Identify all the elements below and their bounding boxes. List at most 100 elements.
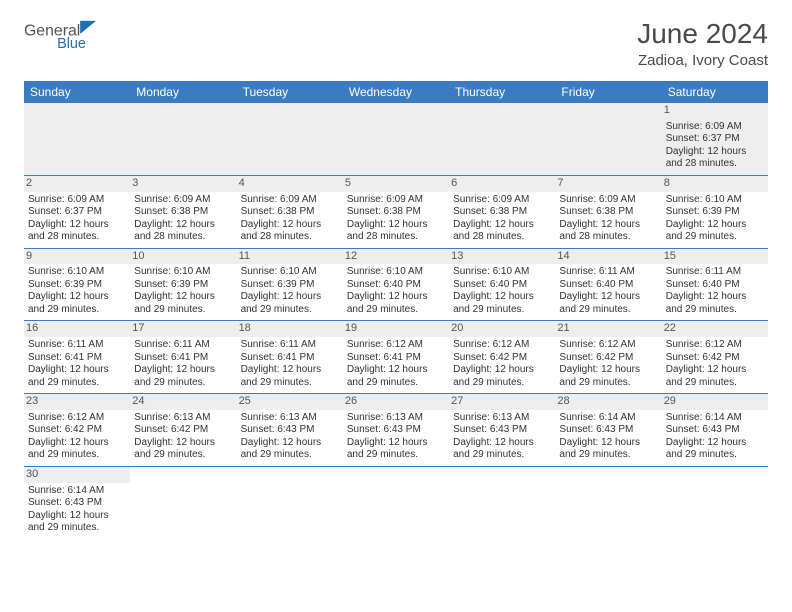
day-sunset: Sunset: 6:43 PM: [666, 424, 764, 437]
calendar-day-cell: [343, 466, 449, 538]
calendar-week-row: 2Sunrise: 6:09 AMSunset: 6:37 PMDaylight…: [24, 175, 768, 248]
calendar-day-cell: [555, 103, 661, 175]
day-daylight2: and 29 minutes.: [347, 304, 445, 317]
day-daylight1: Daylight: 12 hours: [28, 291, 126, 304]
day-sunset: Sunset: 6:42 PM: [559, 352, 657, 365]
day-daylight1: Daylight: 12 hours: [666, 146, 764, 159]
calendar-day-cell: 8Sunrise: 6:10 AMSunset: 6:39 PMDaylight…: [662, 175, 768, 248]
day-sunset: Sunset: 6:42 PM: [453, 352, 551, 365]
calendar-day-cell: 13Sunrise: 6:10 AMSunset: 6:40 PMDayligh…: [449, 248, 555, 321]
day-daylight1: Daylight: 12 hours: [453, 437, 551, 450]
day-number: 1: [662, 103, 768, 119]
day-sunrise: Sunrise: 6:09 AM: [666, 121, 764, 134]
day-number: 15: [662, 249, 768, 265]
calendar-day-cell: 4Sunrise: 6:09 AMSunset: 6:38 PMDaylight…: [237, 175, 343, 248]
day-daylight2: and 29 minutes.: [453, 449, 551, 462]
day-daylight1: Daylight: 12 hours: [241, 291, 339, 304]
day-sunset: Sunset: 6:43 PM: [28, 497, 126, 510]
day-daylight2: and 29 minutes.: [28, 377, 126, 390]
calendar-day-cell: 22Sunrise: 6:12 AMSunset: 6:42 PMDayligh…: [662, 321, 768, 394]
day-number: 23: [24, 394, 130, 410]
day-sunrise: Sunrise: 6:12 AM: [559, 339, 657, 352]
calendar-week-row: 1Sunrise: 6:09 AMSunset: 6:37 PMDaylight…: [24, 103, 768, 175]
day-daylight1: Daylight: 12 hours: [28, 437, 126, 450]
day-daylight2: and 29 minutes.: [134, 304, 232, 317]
day-daylight2: and 28 minutes.: [28, 231, 126, 244]
day-number: 7: [555, 176, 661, 192]
day-daylight1: Daylight: 12 hours: [666, 291, 764, 304]
day-number: 14: [555, 249, 661, 265]
weekday-header: Wednesday: [343, 81, 449, 103]
calendar-day-cell: 30Sunrise: 6:14 AMSunset: 6:43 PMDayligh…: [24, 466, 130, 538]
day-number: 20: [449, 321, 555, 337]
calendar-week-row: 23Sunrise: 6:12 AMSunset: 6:42 PMDayligh…: [24, 394, 768, 467]
calendar-day-cell: [343, 103, 449, 175]
day-daylight2: and 28 minutes.: [559, 231, 657, 244]
day-daylight2: and 29 minutes.: [28, 304, 126, 317]
calendar-day-cell: 18Sunrise: 6:11 AMSunset: 6:41 PMDayligh…: [237, 321, 343, 394]
day-daylight1: Daylight: 12 hours: [453, 291, 551, 304]
calendar-day-cell: [449, 103, 555, 175]
logo-svg: General Blue: [24, 18, 132, 54]
calendar-day-cell: 10Sunrise: 6:10 AMSunset: 6:39 PMDayligh…: [130, 248, 236, 321]
day-daylight1: Daylight: 12 hours: [559, 219, 657, 232]
day-daylight1: Daylight: 12 hours: [347, 364, 445, 377]
page-title: June 2024: [637, 18, 768, 50]
day-number: 4: [237, 176, 343, 192]
day-number: 21: [555, 321, 661, 337]
calendar-day-cell: 23Sunrise: 6:12 AMSunset: 6:42 PMDayligh…: [24, 394, 130, 467]
day-sunset: Sunset: 6:40 PM: [347, 279, 445, 292]
day-sunset: Sunset: 6:38 PM: [134, 206, 232, 219]
day-sunrise: Sunrise: 6:11 AM: [241, 339, 339, 352]
weekday-header: Thursday: [449, 81, 555, 103]
day-daylight2: and 29 minutes.: [559, 449, 657, 462]
day-daylight1: Daylight: 12 hours: [241, 364, 339, 377]
calendar-day-cell: [449, 466, 555, 538]
calendar-day-cell: [24, 103, 130, 175]
day-daylight2: and 29 minutes.: [453, 304, 551, 317]
day-daylight1: Daylight: 12 hours: [28, 219, 126, 232]
day-sunset: Sunset: 6:40 PM: [559, 279, 657, 292]
title-block: June 2024 Zadioa, Ivory Coast: [637, 18, 768, 69]
calendar-table: Sunday Monday Tuesday Wednesday Thursday…: [24, 81, 768, 539]
day-sunrise: Sunrise: 6:09 AM: [134, 194, 232, 207]
day-daylight2: and 29 minutes.: [453, 377, 551, 390]
day-daylight2: and 29 minutes.: [134, 377, 232, 390]
day-daylight1: Daylight: 12 hours: [453, 219, 551, 232]
page-header: General Blue June 2024 Zadioa, Ivory Coa…: [24, 18, 768, 69]
day-sunset: Sunset: 6:43 PM: [559, 424, 657, 437]
calendar-day-cell: 12Sunrise: 6:10 AMSunset: 6:40 PMDayligh…: [343, 248, 449, 321]
calendar-day-cell: [662, 466, 768, 538]
day-sunrise: Sunrise: 6:12 AM: [28, 412, 126, 425]
day-sunrise: Sunrise: 6:13 AM: [134, 412, 232, 425]
sail-icon: [80, 21, 96, 34]
day-sunrise: Sunrise: 6:11 AM: [28, 339, 126, 352]
day-number: 10: [130, 249, 236, 265]
day-number: 28: [555, 394, 661, 410]
day-daylight2: and 29 minutes.: [28, 522, 126, 535]
day-number: 27: [449, 394, 555, 410]
calendar-day-cell: 26Sunrise: 6:13 AMSunset: 6:43 PMDayligh…: [343, 394, 449, 467]
calendar-week-row: 16Sunrise: 6:11 AMSunset: 6:41 PMDayligh…: [24, 321, 768, 394]
day-number: 3: [130, 176, 236, 192]
calendar-day-cell: [130, 103, 236, 175]
weekday-header: Friday: [555, 81, 661, 103]
day-number: 5: [343, 176, 449, 192]
day-daylight2: and 28 minutes.: [453, 231, 551, 244]
calendar-day-cell: 1Sunrise: 6:09 AMSunset: 6:37 PMDaylight…: [662, 103, 768, 175]
day-sunset: Sunset: 6:43 PM: [453, 424, 551, 437]
calendar-day-cell: [237, 466, 343, 538]
day-daylight2: and 28 minutes.: [241, 231, 339, 244]
calendar-day-cell: 29Sunrise: 6:14 AMSunset: 6:43 PMDayligh…: [662, 394, 768, 467]
day-daylight2: and 29 minutes.: [666, 377, 764, 390]
day-sunrise: Sunrise: 6:10 AM: [347, 266, 445, 279]
day-sunset: Sunset: 6:41 PM: [241, 352, 339, 365]
day-sunset: Sunset: 6:43 PM: [241, 424, 339, 437]
day-daylight1: Daylight: 12 hours: [666, 437, 764, 450]
day-sunrise: Sunrise: 6:11 AM: [559, 266, 657, 279]
weekday-header: Saturday: [662, 81, 768, 103]
day-daylight2: and 29 minutes.: [28, 449, 126, 462]
day-sunrise: Sunrise: 6:10 AM: [453, 266, 551, 279]
day-sunrise: Sunrise: 6:12 AM: [347, 339, 445, 352]
day-daylight1: Daylight: 12 hours: [241, 437, 339, 450]
